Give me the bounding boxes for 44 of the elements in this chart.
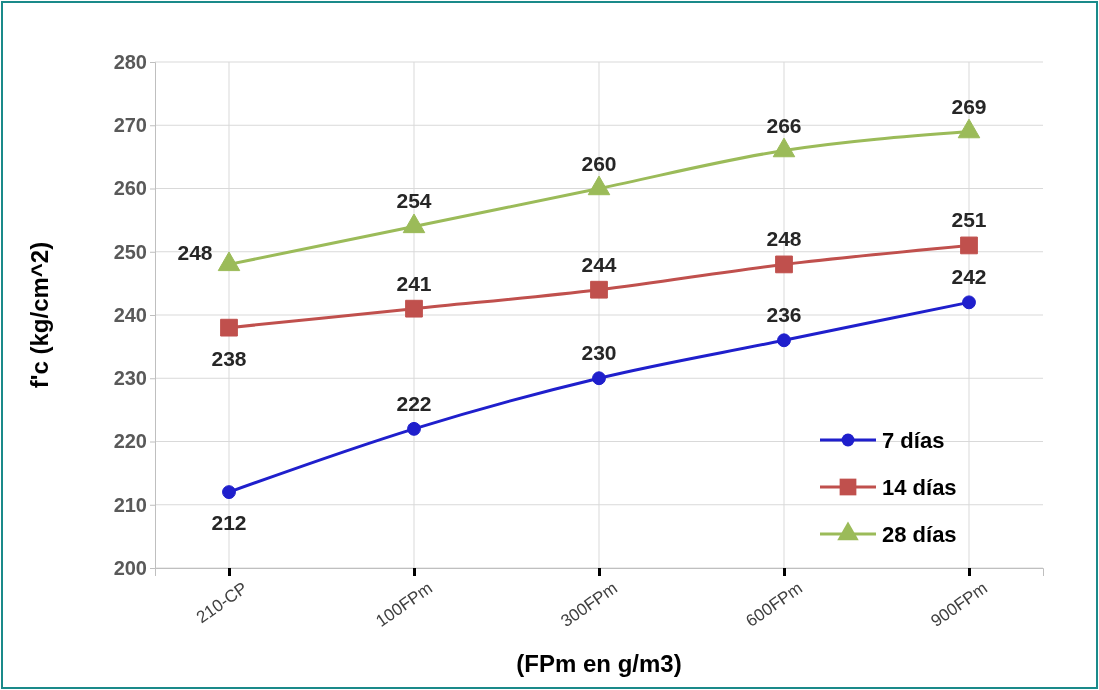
point [775, 255, 793, 274]
point [220, 318, 238, 337]
data-label: 230 [581, 341, 617, 365]
point [405, 299, 423, 318]
point [592, 371, 606, 386]
point [407, 421, 421, 436]
data-label: 260 [581, 151, 617, 175]
y-tick-label: 250 [113, 240, 147, 263]
y-tick-label: 280 [113, 50, 147, 73]
point [960, 236, 978, 255]
data-label: 244 [581, 252, 617, 276]
y-tick-label: 240 [113, 303, 147, 326]
point [587, 175, 611, 196]
legend-label: 7 días [882, 428, 945, 453]
x-axis-title: (FPm en g/m3) [516, 650, 682, 677]
data-label: 269 [951, 94, 987, 118]
data-label: 251 [951, 208, 987, 232]
data-label: 266 [766, 113, 802, 137]
data-label: 254 [396, 189, 432, 213]
y-tick-label: 230 [113, 367, 147, 390]
data-label: 248 [766, 227, 802, 251]
y-tick-label: 270 [113, 114, 147, 137]
data-label: 212 [211, 511, 247, 535]
y-tick-label: 200 [113, 556, 147, 579]
point [957, 118, 981, 139]
legend-label: 28 días [882, 522, 957, 547]
point [777, 333, 791, 348]
point [217, 251, 241, 272]
data-label: 241 [396, 271, 432, 295]
point [772, 137, 796, 158]
data-label: 248 [177, 241, 213, 265]
y-axis-title: f'c (kg/cm^2) [26, 241, 53, 389]
y-tick-label: 220 [113, 430, 147, 453]
point [222, 485, 236, 500]
data-label: 242 [951, 265, 987, 289]
point [590, 280, 608, 299]
point [402, 213, 426, 234]
data-label: 236 [766, 303, 802, 327]
y-tick-label: 210 [113, 493, 147, 516]
y-tick-label: 260 [113, 177, 147, 200]
legend-label: 14 días [882, 475, 957, 500]
data-label: 238 [211, 346, 247, 370]
data-label: 222 [396, 391, 432, 415]
point [962, 295, 976, 310]
